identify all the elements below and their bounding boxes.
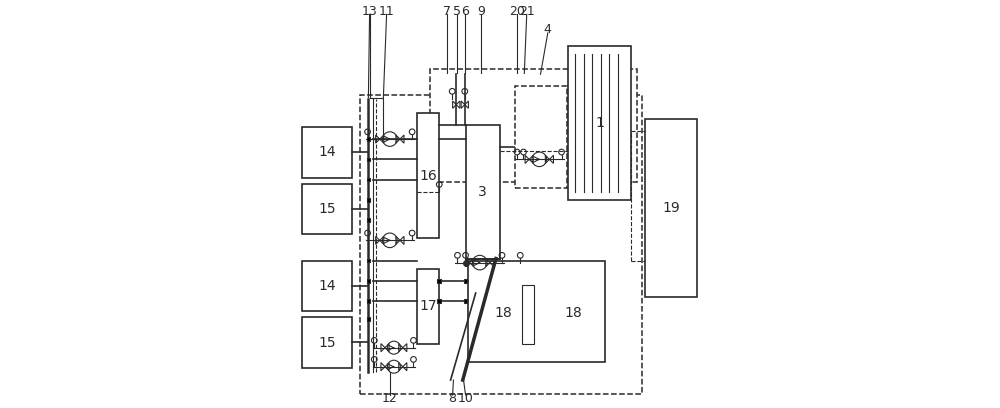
Bar [302,261,352,311]
Bar [417,113,439,238]
Text: 8: 8 [449,392,457,405]
Bar [437,279,441,283]
Text: 16: 16 [419,169,437,182]
Bar [430,69,637,182]
Bar [437,299,441,303]
Text: 20: 20 [509,5,525,18]
Text: 14: 14 [318,145,336,159]
Bar [367,178,370,182]
Bar [470,273,536,354]
Text: 15: 15 [318,202,336,216]
Bar [367,198,370,202]
Bar [543,273,603,354]
Bar [302,184,352,234]
Text: 6: 6 [461,5,469,18]
Text: 12: 12 [382,392,398,405]
Text: 5: 5 [453,5,461,18]
Bar [515,86,567,188]
Text: 4: 4 [544,23,552,36]
Bar [367,259,370,262]
Text: 18: 18 [494,306,512,320]
Text: 11: 11 [379,5,394,18]
Text: 18: 18 [564,306,582,320]
Text: 7: 7 [443,5,451,18]
Bar [367,157,370,161]
Bar [367,218,370,222]
Bar [522,285,534,344]
Text: 19: 19 [662,201,680,215]
Bar [464,279,467,283]
Bar [464,299,467,303]
Bar [468,262,605,362]
Text: 10: 10 [458,392,474,405]
Bar [417,269,439,344]
Text: 21: 21 [519,5,535,18]
Bar [568,46,631,200]
Bar [466,125,500,259]
Text: 9: 9 [477,5,485,18]
Bar [360,95,642,394]
Bar [367,317,370,321]
Text: 15: 15 [318,336,336,350]
Bar [302,317,352,368]
Bar [367,299,370,303]
Text: 1: 1 [595,116,604,130]
Text: 13: 13 [362,5,377,18]
Bar [302,127,352,177]
Bar [645,119,697,297]
Text: 17: 17 [419,299,437,313]
Text: 3: 3 [478,185,487,199]
Bar [367,137,370,141]
Bar [367,279,370,283]
Text: 14: 14 [318,279,336,293]
